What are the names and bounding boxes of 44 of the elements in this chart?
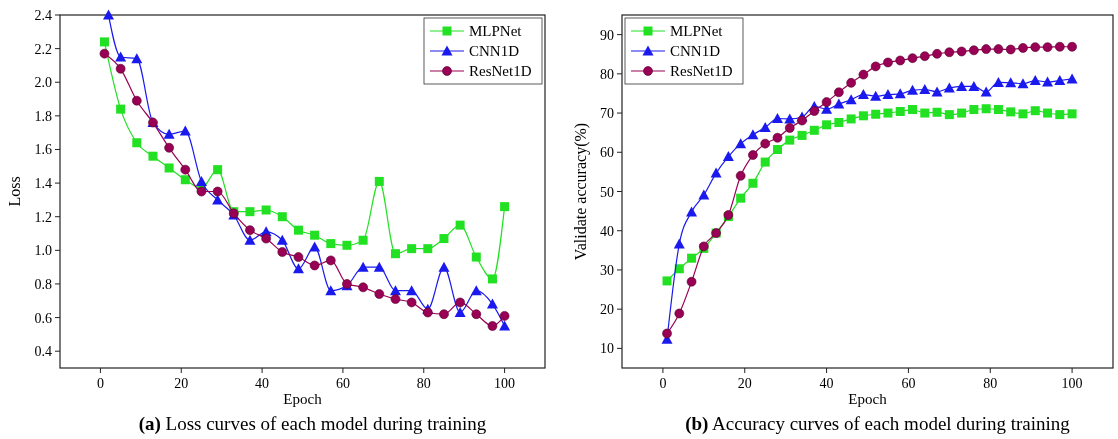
- y-tick-label: 70: [600, 106, 614, 122]
- legend-label: ResNet1D: [670, 63, 733, 79]
- y-tick-label: 40: [600, 223, 614, 239]
- legend-label: MLPNet: [670, 23, 724, 39]
- x-tick-label: 20: [174, 376, 189, 391]
- y-tick-label: 30: [600, 262, 614, 278]
- x-tick-label: 40: [255, 376, 270, 391]
- x-tick-label: 60: [335, 376, 350, 391]
- y-tick-label: 2.2: [34, 41, 52, 57]
- y-tick-label: 1.6: [34, 142, 52, 158]
- x-tick-label: 0: [96, 376, 104, 391]
- y-axis-title: Loss: [6, 176, 23, 207]
- y-tick-label: 10: [600, 341, 614, 357]
- y-axis-title: Validate accuracy(%): [572, 122, 590, 261]
- x-axis-title: Epoch: [848, 391, 888, 407]
- text: (a) Loss curves of each model during training: [138, 413, 487, 435]
- legend-label: MLPNet: [469, 23, 523, 39]
- y-tick-label: 0.8: [34, 276, 52, 292]
- legend-label: CNN1D: [469, 43, 520, 59]
- y-tick-label: 1.4: [34, 176, 52, 192]
- legend-label: CNN1D: [670, 43, 721, 59]
- text: (b) Accuracy curves of each model during training: [685, 413, 1071, 435]
- y-tick-label: 2.4: [34, 8, 52, 23]
- y-tick-label: 1.8: [34, 108, 52, 124]
- x-axis-title: Epoch: [283, 391, 323, 407]
- y-tick-label: 20: [600, 302, 614, 318]
- legend-label: ResNet1D: [469, 63, 532, 79]
- y-tick-label: 80: [600, 66, 614, 82]
- x-tick-label: 20: [737, 376, 752, 391]
- x-tick-label: 100: [1061, 376, 1083, 391]
- y-tick-label: 60: [600, 145, 614, 161]
- y-tick-label: 90: [600, 27, 614, 43]
- y-tick-label: 50: [600, 184, 614, 200]
- y-tick-label: 0.6: [34, 310, 52, 326]
- x-tick-label: 80: [983, 376, 998, 391]
- x-tick-label: 0: [659, 376, 667, 391]
- x-tick-label: 40: [819, 376, 834, 391]
- x-tick-label: 100: [494, 376, 516, 391]
- y-tick-label: 2.0: [34, 75, 52, 91]
- y-tick-label: 1.2: [34, 209, 52, 225]
- y-tick-label: 1.0: [34, 243, 52, 259]
- y-tick-label: 0.4: [34, 344, 52, 360]
- x-tick-label: 80: [416, 376, 431, 391]
- x-tick-label: 60: [901, 376, 916, 391]
